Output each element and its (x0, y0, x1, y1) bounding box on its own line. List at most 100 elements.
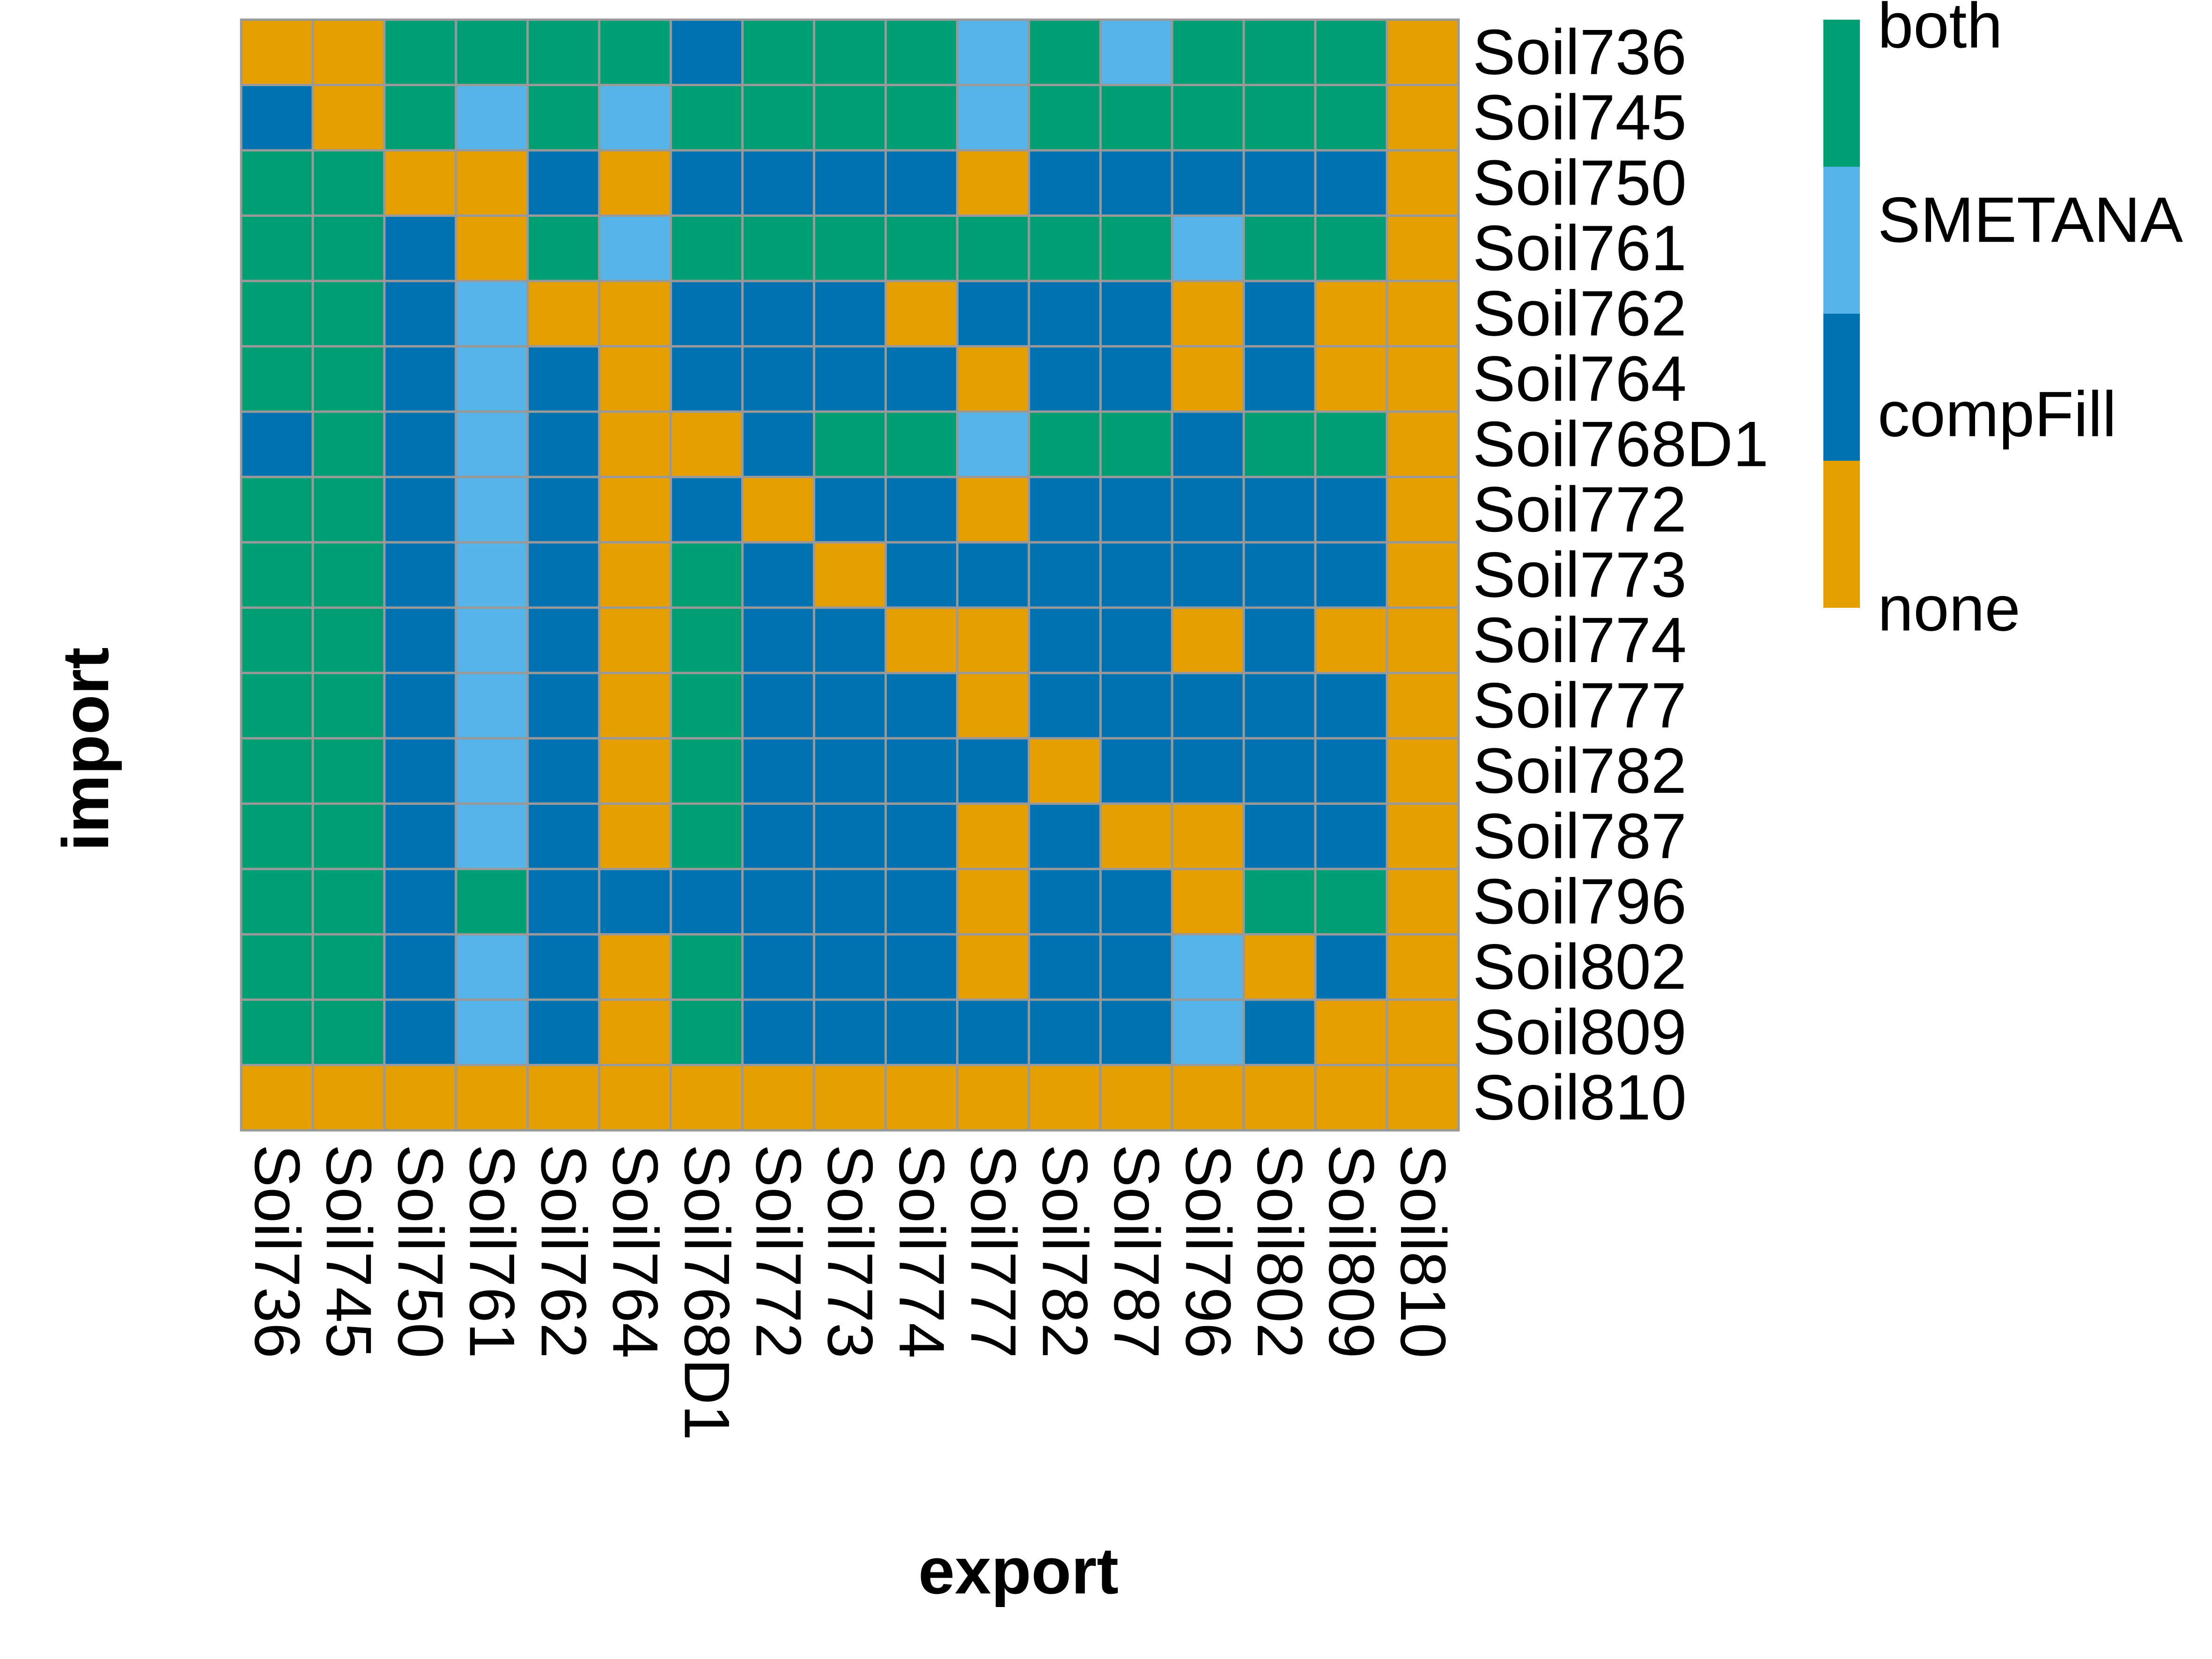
heatmap-cell (1099, 933, 1173, 1001)
legend-swatch (1823, 461, 1860, 608)
heatmap-cell (383, 410, 457, 479)
heatmap-cell (1171, 410, 1245, 479)
heatmap-cell (526, 149, 601, 217)
heatmap-cell (383, 345, 457, 413)
heatmap-cell (741, 802, 816, 870)
heatmap-cell (670, 737, 744, 805)
y-tick-label: Soil750 (1473, 147, 1687, 219)
heatmap-cell (813, 671, 887, 740)
heatmap-cell (383, 84, 457, 152)
heatmap-cell (741, 410, 816, 479)
heatmap-cell (1171, 345, 1245, 413)
heatmap-cell (1099, 18, 1173, 87)
heatmap-cell (383, 214, 457, 282)
heatmap-cell (956, 214, 1030, 282)
heatmap-cell (383, 737, 457, 805)
heatmap-cell (1027, 998, 1102, 1066)
heatmap-cell (240, 149, 314, 217)
heatmap-cell (1242, 802, 1317, 870)
heatmap-cell (956, 606, 1030, 674)
x-tick-label: Soil787 (1100, 1144, 1172, 1358)
heatmap-cell (598, 737, 672, 805)
heatmap-cell (813, 280, 887, 348)
heatmap-cell (884, 606, 959, 674)
y-tick-label: Soil802 (1473, 931, 1687, 1003)
heatmap-cell (1386, 933, 1460, 1001)
heatmap-cell (1314, 476, 1388, 544)
heatmap-cell (1027, 214, 1102, 282)
heatmap-cell (598, 541, 672, 609)
heatmap-cell (741, 280, 816, 348)
heatmap-cell (598, 18, 672, 87)
heatmap-cell (1099, 737, 1173, 805)
x-tick-label: Soil762 (528, 1144, 599, 1358)
x-tick-label: Soil764 (599, 1144, 671, 1358)
heatmap-cell (526, 345, 601, 413)
heatmap-cell (455, 802, 529, 870)
heatmap-cell (670, 671, 744, 740)
heatmap-cell (526, 280, 601, 348)
heatmap-cell (1099, 606, 1173, 674)
heatmap-cell (311, 606, 386, 674)
y-tick-label: Soil768D1 (1473, 408, 1769, 480)
heatmap-cell (455, 410, 529, 479)
heatmap-cell (741, 476, 816, 544)
heatmap-cell (1242, 149, 1317, 217)
heatmap-cell (1386, 802, 1460, 870)
heatmap-cell (1242, 84, 1317, 152)
heatmap-cell (455, 280, 529, 348)
heatmap-cell (240, 606, 314, 674)
heatmap-cell (1242, 671, 1317, 740)
heatmap-cell (526, 868, 601, 936)
heatmap-cell (1386, 737, 1460, 805)
heatmap-cell (1171, 84, 1245, 152)
heatmap-cell (598, 280, 672, 348)
heatmap-cell (240, 671, 314, 740)
heatmap-cell (1027, 345, 1102, 413)
heatmap-cell (383, 476, 457, 544)
heatmap-cell (670, 149, 744, 217)
x-tick-label: Soil774 (885, 1144, 957, 1358)
heatmap-cell (526, 476, 601, 544)
heatmap-cell (1386, 606, 1460, 674)
heatmap-cell (884, 933, 959, 1001)
heatmap-cell (956, 868, 1030, 936)
heatmap-cell (741, 737, 816, 805)
heatmap-cell (1171, 476, 1245, 544)
heatmap-cell (1386, 1063, 1460, 1132)
heatmap-cell (526, 802, 601, 870)
heatmap-cell (455, 214, 529, 282)
x-tick-label: Soil773 (814, 1144, 886, 1358)
heatmap-cell (598, 345, 672, 413)
heatmap-cell (1386, 149, 1460, 217)
heatmap-cell (1314, 998, 1388, 1066)
heatmap-cell (1386, 18, 1460, 87)
heatmap-cell (1099, 84, 1173, 152)
heatmap-cell (1099, 671, 1173, 740)
heatmap-cell (670, 802, 744, 870)
y-tick-label: Soil736 (1473, 16, 1687, 88)
x-tick-label: Soil796 (1172, 1144, 1244, 1358)
heatmap-cell (240, 868, 314, 936)
heatmap-cell (956, 410, 1030, 479)
heatmap-cell (526, 671, 601, 740)
heatmap-cell (1386, 541, 1460, 609)
x-tick-label: Soil772 (743, 1144, 814, 1358)
heatmap-cell (813, 868, 887, 936)
heatmap-cell (1171, 149, 1245, 217)
heatmap-cell (884, 149, 959, 217)
heatmap-cell (884, 476, 959, 544)
heatmap-cell (741, 84, 816, 152)
heatmap-cell (1099, 149, 1173, 217)
y-tick-label: Soil777 (1473, 670, 1687, 742)
heatmap-cell (311, 737, 386, 805)
x-tick-label: Soil810 (1387, 1144, 1459, 1358)
heatmap-cell (884, 802, 959, 870)
heatmap-cell (956, 476, 1030, 544)
heatmap-cell (956, 737, 1030, 805)
heatmap-cell (670, 18, 744, 87)
heatmap-cell (741, 1063, 816, 1132)
heatmap-cell (526, 214, 601, 282)
heatmap-cell (670, 410, 744, 479)
heatmap-cell (240, 541, 314, 609)
